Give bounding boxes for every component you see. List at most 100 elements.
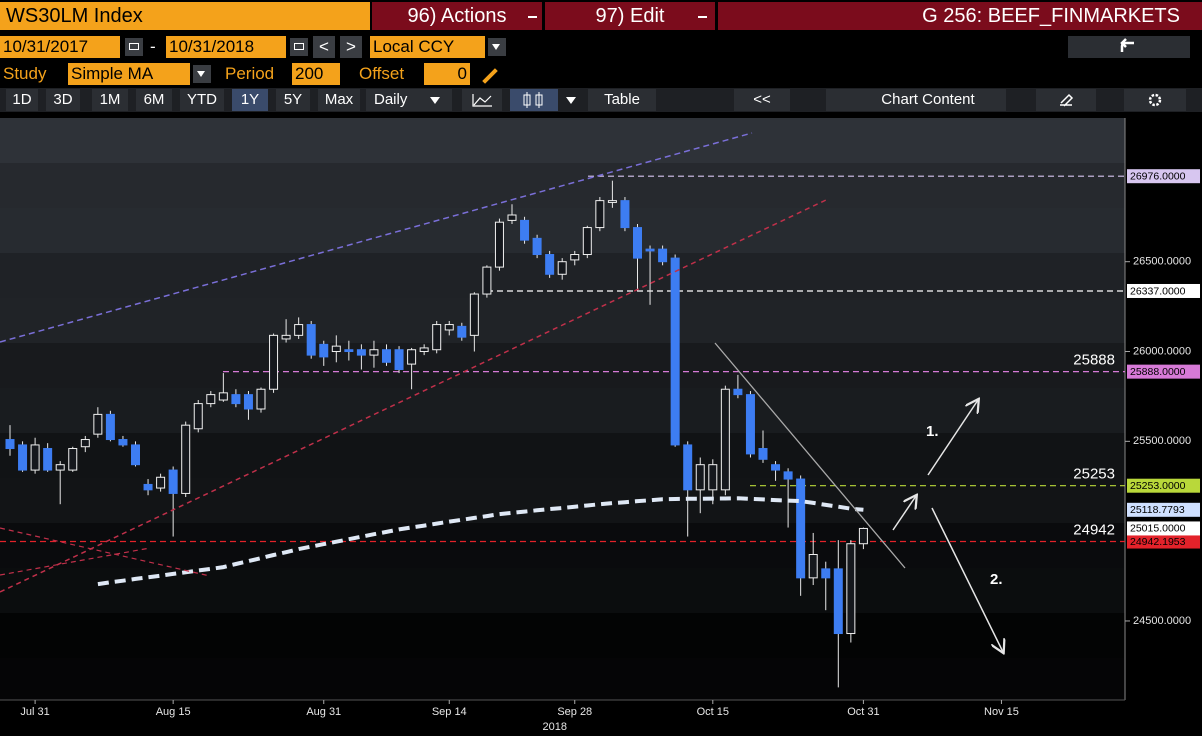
candle-body — [68, 448, 78, 471]
actions-menu[interactable]: 96) Actions — [372, 2, 542, 30]
range-button[interactable]: 1Y — [232, 89, 268, 111]
dropdown-mark — [698, 16, 707, 18]
dropdown[interactable] — [193, 65, 211, 83]
currency[interactable]: Local CCY — [370, 36, 485, 58]
candle-body — [206, 394, 216, 405]
candle-body — [419, 347, 429, 353]
prev-button[interactable]: < — [313, 36, 335, 58]
candle-body — [331, 345, 341, 353]
group: G 256: BEEF_FINMARKETS — [718, 2, 1202, 30]
value-box-label: 25253.0000 — [1130, 480, 1186, 492]
candle-chart-button[interactable] — [510, 89, 558, 111]
candle-body — [482, 266, 492, 295]
candle-body — [758, 448, 768, 460]
offset-label: Offset — [359, 64, 405, 83]
calendar-icon[interactable] — [290, 38, 308, 56]
background-band — [0, 613, 1125, 658]
back-icon — [1120, 38, 1134, 52]
candle-body — [733, 388, 743, 396]
candle-body — [80, 439, 90, 448]
table-button[interactable]: Table — [588, 89, 656, 111]
edit-button[interactable] — [1036, 89, 1096, 111]
candle-body — [30, 444, 40, 471]
offset[interactable]: 0 — [424, 63, 470, 85]
candle-body — [319, 343, 329, 358]
x-tick-label: Oct 31 — [847, 706, 879, 718]
candle-body — [256, 388, 266, 410]
x-tick-label: Jul 31 — [20, 706, 49, 718]
background-band — [0, 298, 1125, 343]
study[interactable]: Simple MA — [68, 63, 190, 85]
edit[interactable]: 97) Edit — [595, 5, 665, 27]
candle-body — [93, 413, 103, 435]
candle-body — [269, 334, 279, 390]
candle-body — [582, 227, 592, 256]
candle-body — [658, 248, 668, 263]
candle-body — [181, 424, 191, 494]
value-box — [1127, 169, 1200, 184]
range-button[interactable]: 5Y — [276, 89, 310, 111]
end-date[interactable]: 10/31/2018 — [166, 36, 286, 58]
frequency[interactable]: Daily — [366, 89, 452, 111]
candle-body — [557, 261, 567, 275]
trend-lines — [0, 132, 1003, 652]
candle-body — [457, 325, 467, 338]
y-tick-label: 26000.0000 — [1133, 345, 1191, 357]
candle-body — [846, 543, 856, 635]
settings-icon — [1148, 93, 1162, 107]
candle-body — [633, 227, 642, 259]
candle-body — [720, 388, 730, 491]
candle-body — [382, 349, 391, 363]
line-chart-button[interactable] — [462, 89, 502, 111]
security[interactable]: WS30LM Index — [0, 2, 370, 30]
value-box — [1127, 521, 1200, 536]
edit-menu[interactable]: 97) Edit — [545, 2, 715, 30]
dropdown[interactable] — [488, 38, 506, 56]
period[interactable]: 200 — [292, 63, 340, 85]
candle-body — [695, 464, 705, 491]
candle-body — [407, 349, 417, 365]
value-box — [1127, 364, 1200, 379]
channel-line — [0, 132, 753, 343]
range-button[interactable]: 1M — [92, 89, 128, 111]
period-label: Period — [225, 64, 275, 83]
candle-body — [105, 413, 115, 441]
calendar-icon[interactable] — [125, 38, 143, 56]
dropdown-mark — [528, 16, 537, 18]
range-button[interactable]: Max — [318, 89, 360, 111]
arrow — [892, 496, 916, 531]
y-tick-label: 26500.0000 — [1133, 256, 1191, 268]
back-button[interactable] — [1068, 36, 1190, 58]
candle-body — [670, 257, 680, 446]
candle-body — [520, 219, 530, 241]
collapse-button[interactable]: << — [734, 89, 790, 111]
candle-body — [507, 214, 517, 221]
range-button[interactable]: 1D — [6, 89, 38, 111]
next-button[interactable]: > — [340, 36, 362, 58]
x-tick-label: Sep 28 — [557, 706, 592, 718]
actions[interactable]: 96) Actions — [407, 5, 507, 27]
candle-body — [369, 349, 379, 356]
support-line — [0, 547, 151, 576]
value-box-label: 25118.7793 — [1130, 504, 1185, 516]
candle-body — [570, 254, 580, 261]
start-date[interactable]: 10/31/2017 — [0, 36, 120, 58]
candle-body — [469, 293, 479, 336]
chart-content-button[interactable]: Chart Content — [826, 89, 1006, 111]
background-band — [0, 523, 1125, 568]
range-button[interactable]: YTD — [180, 89, 224, 111]
candle-body — [532, 237, 542, 256]
dropdown-arrow — [566, 97, 576, 104]
candle-body — [156, 476, 166, 489]
candle-body — [356, 349, 366, 356]
candle-body — [18, 444, 28, 471]
candle-body — [595, 200, 605, 229]
range-button[interactable]: 6M — [136, 89, 172, 111]
range-button[interactable]: 3D — [46, 89, 80, 111]
candle-body — [494, 221, 504, 268]
value-box — [1127, 478, 1200, 493]
settings-button[interactable] — [1124, 89, 1186, 111]
candle-body — [344, 349, 354, 353]
